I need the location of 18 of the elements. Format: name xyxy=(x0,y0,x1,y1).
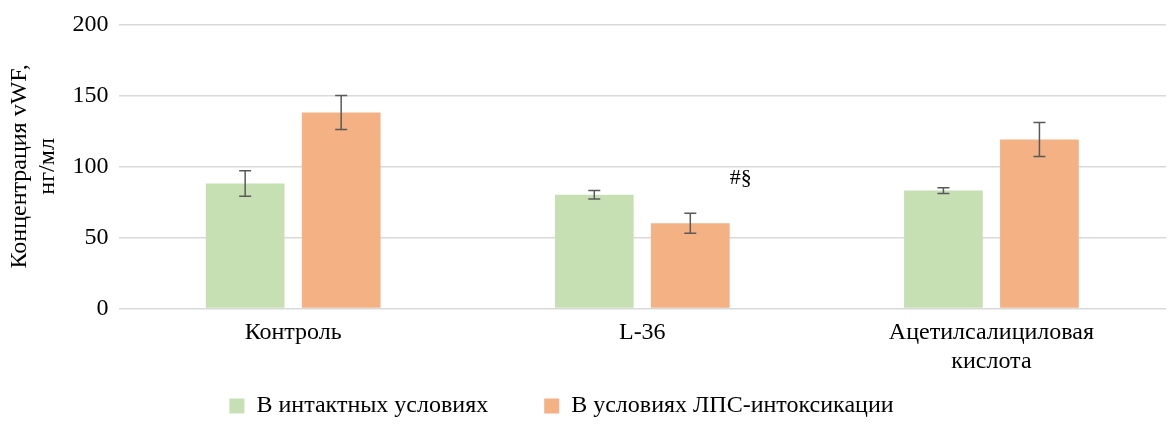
x-tick-label: Контроль xyxy=(244,318,342,345)
x-tick-label: Ацетилсалициловая кислота xyxy=(888,318,1094,373)
y-tick-label: 50 xyxy=(84,222,109,249)
annotation: #§ xyxy=(729,163,752,189)
y-tick-label: 200 xyxy=(72,9,109,36)
y-tick-label: 0 xyxy=(96,293,109,320)
bar xyxy=(650,223,730,308)
y-tick-label: 100 xyxy=(72,151,109,178)
legend-label: В условиях ЛПС-интоксикации xyxy=(571,391,942,418)
y-tick-label: 150 xyxy=(72,80,109,107)
bar xyxy=(904,190,983,308)
bar xyxy=(1000,139,1079,308)
bar xyxy=(301,112,381,308)
legend-label: В интактных условиях xyxy=(256,391,537,418)
bar xyxy=(205,183,285,308)
x-tick-label: L-36 xyxy=(618,318,666,345)
bar xyxy=(554,194,634,308)
y-axis-title: Концентрация vWF, нг/мл xyxy=(4,64,60,269)
